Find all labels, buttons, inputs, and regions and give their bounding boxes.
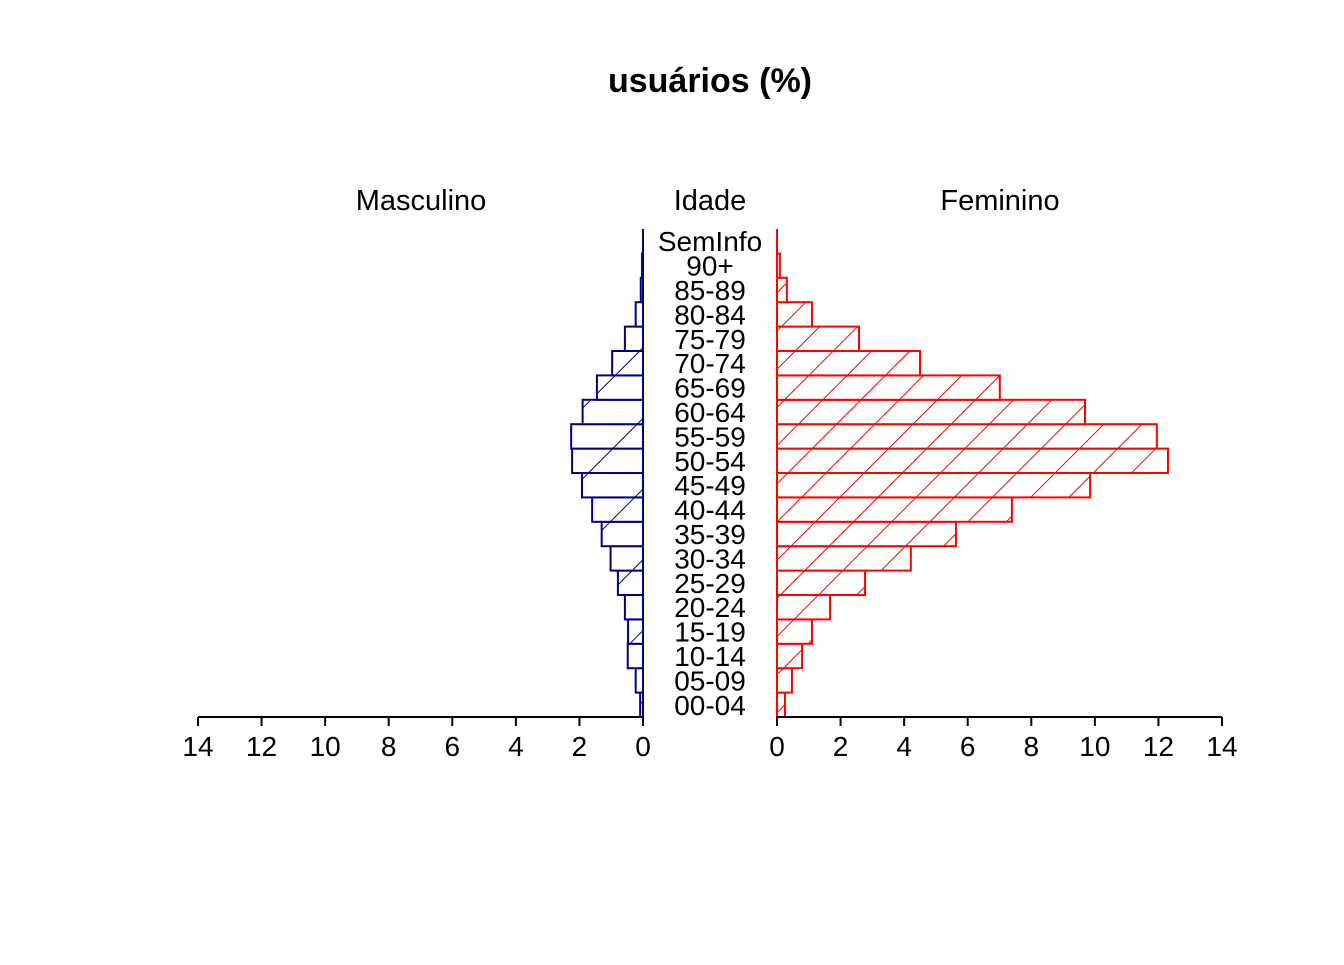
female-bar bbox=[776, 545, 912, 572]
right-tick-label: 0 bbox=[769, 731, 785, 762]
right-tick-label: 10 bbox=[1079, 731, 1110, 762]
age-label: 60-64 bbox=[674, 397, 746, 428]
age-label: 40-44 bbox=[674, 495, 746, 526]
male-bar bbox=[634, 667, 644, 694]
right-tick-label: 2 bbox=[833, 731, 849, 762]
male-bar bbox=[626, 642, 645, 670]
right-tick-label: 12 bbox=[1143, 731, 1174, 762]
age-label: 35-39 bbox=[674, 519, 746, 550]
age-label: 80-84 bbox=[674, 299, 746, 330]
male-bar bbox=[623, 594, 644, 621]
female-bar bbox=[776, 325, 861, 353]
female-bar bbox=[776, 642, 804, 670]
age-label: 90+ bbox=[686, 251, 734, 282]
male-bar bbox=[623, 325, 644, 353]
male-bar bbox=[570, 423, 645, 450]
age-label: 05-09 bbox=[674, 665, 746, 696]
right-tick-label: 14 bbox=[1206, 731, 1237, 762]
female-bar bbox=[776, 569, 867, 596]
female-bar bbox=[776, 276, 788, 304]
right-tick-label: 8 bbox=[1023, 731, 1039, 762]
male-bar bbox=[580, 472, 645, 499]
age-label: 00-04 bbox=[674, 690, 746, 721]
male-bar bbox=[571, 447, 644, 475]
male-bar bbox=[611, 350, 644, 377]
left-tick-label: 12 bbox=[246, 731, 277, 762]
left-tick-label: 8 bbox=[381, 731, 397, 762]
female-bar bbox=[776, 520, 957, 548]
right-tick-label: 4 bbox=[896, 731, 912, 762]
female-bar bbox=[776, 423, 1158, 450]
left-tick-label: 0 bbox=[635, 731, 651, 762]
age-label: 50-54 bbox=[674, 446, 746, 477]
left-tick-label: 2 bbox=[572, 731, 588, 762]
female-bar bbox=[776, 374, 1001, 401]
center-label: Idade bbox=[674, 185, 747, 217]
male-bar bbox=[600, 520, 645, 548]
male-bar bbox=[634, 301, 644, 328]
age-label: 10-14 bbox=[674, 641, 746, 672]
female-bar bbox=[776, 496, 1013, 523]
age-label: 25-29 bbox=[674, 568, 746, 599]
male-bar bbox=[595, 374, 644, 401]
age-label: 85-89 bbox=[674, 275, 746, 306]
left-tick-label: 6 bbox=[444, 731, 460, 762]
age-label: 70-74 bbox=[674, 348, 746, 379]
chart-title: usuários (%) bbox=[608, 62, 812, 100]
age-label: 20-24 bbox=[674, 592, 746, 623]
female-bar bbox=[776, 447, 1169, 475]
female-bar bbox=[776, 301, 813, 328]
female-bar bbox=[776, 667, 793, 694]
age-label: 15-19 bbox=[674, 617, 746, 648]
female-bar bbox=[776, 398, 1087, 426]
male-bar bbox=[616, 569, 644, 596]
left-tick-label: 10 bbox=[310, 731, 341, 762]
right-tick-label: 6 bbox=[960, 731, 976, 762]
female-bar bbox=[776, 618, 813, 645]
female-bar bbox=[776, 594, 832, 621]
male-bar bbox=[627, 618, 645, 645]
female-bar bbox=[776, 472, 1092, 499]
age-label: 75-79 bbox=[674, 324, 746, 355]
male-bar bbox=[609, 545, 644, 572]
male-bar bbox=[591, 496, 645, 523]
male-bar bbox=[581, 398, 644, 426]
left-label: Masculino bbox=[356, 185, 487, 217]
right-label: Feminino bbox=[940, 185, 1059, 217]
age-label: 30-34 bbox=[674, 543, 746, 574]
age-label: SemInfo bbox=[658, 226, 762, 257]
left-tick-label: 14 bbox=[182, 731, 213, 762]
female-bar bbox=[776, 691, 786, 718]
age-label: 55-59 bbox=[674, 421, 746, 452]
age-label: 45-49 bbox=[674, 470, 746, 501]
left-tick-label: 4 bbox=[508, 731, 524, 762]
age-label: 65-69 bbox=[674, 373, 746, 404]
female-bar bbox=[776, 350, 922, 377]
